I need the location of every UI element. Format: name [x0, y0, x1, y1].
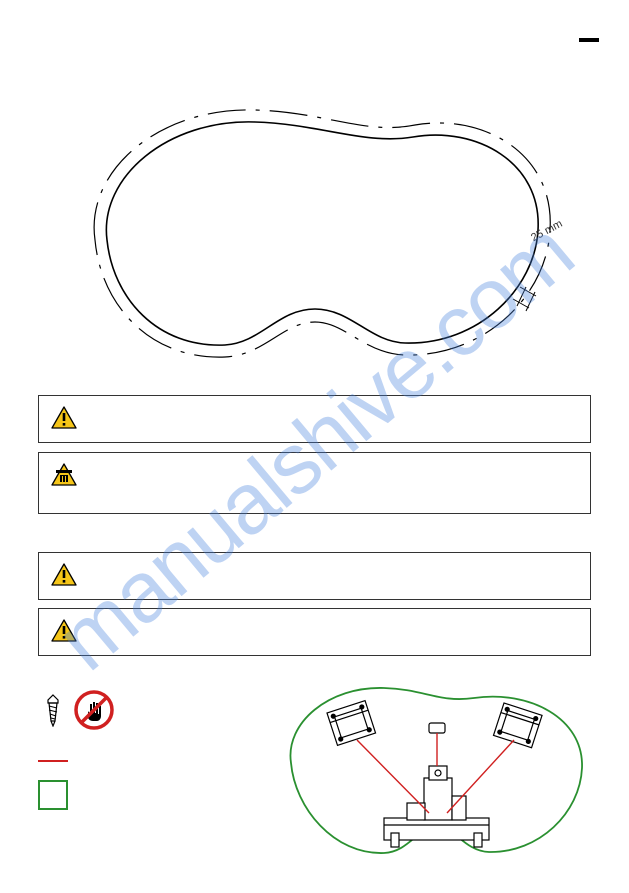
prohibition-icons	[38, 690, 114, 730]
mechanism-diagram	[279, 678, 594, 863]
kidney-outline-diagram	[65, 95, 565, 375]
legend-green-box	[38, 780, 68, 810]
warning-box-3	[38, 552, 591, 600]
warning-box-1	[38, 395, 591, 443]
page-corner-marker	[579, 38, 599, 42]
warning-box-4	[38, 608, 591, 656]
warning-box-2	[38, 452, 591, 514]
warning-icon	[51, 619, 77, 642]
screw-drill-icon	[38, 693, 68, 727]
legend-red-line	[38, 760, 68, 762]
warning-icon	[51, 406, 77, 429]
warning-icon	[51, 563, 77, 586]
no-touch-icon	[74, 690, 114, 730]
hand-crush-icon	[51, 463, 77, 486]
